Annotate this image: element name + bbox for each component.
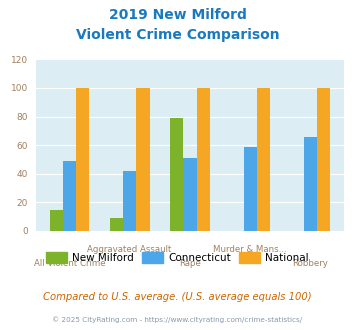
- Text: All Violent Crime: All Violent Crime: [34, 259, 105, 268]
- Bar: [136, 88, 149, 231]
- Bar: [170, 118, 183, 231]
- Text: Murder & Mans...: Murder & Mans...: [213, 245, 287, 254]
- Bar: [183, 158, 197, 231]
- Text: Robbery: Robbery: [293, 259, 328, 268]
- Text: © 2025 CityRating.com - https://www.cityrating.com/crime-statistics/: © 2025 CityRating.com - https://www.city…: [53, 317, 302, 323]
- Text: Violent Crime Comparison: Violent Crime Comparison: [76, 28, 279, 42]
- Legend: New Milford, Connecticut, National: New Milford, Connecticut, National: [42, 248, 313, 267]
- Text: Compared to U.S. average. (U.S. average equals 100): Compared to U.S. average. (U.S. average …: [43, 292, 312, 302]
- Text: Rape: Rape: [179, 259, 201, 268]
- Bar: [244, 147, 257, 231]
- Bar: [76, 88, 89, 231]
- Bar: [257, 88, 270, 231]
- Bar: [50, 210, 63, 231]
- Text: Aggravated Assault: Aggravated Assault: [87, 245, 172, 254]
- Bar: [110, 218, 123, 231]
- Bar: [123, 171, 136, 231]
- Bar: [317, 88, 330, 231]
- Bar: [197, 88, 210, 231]
- Bar: [63, 161, 76, 231]
- Text: 2019 New Milford: 2019 New Milford: [109, 8, 246, 22]
- Bar: [304, 137, 317, 231]
